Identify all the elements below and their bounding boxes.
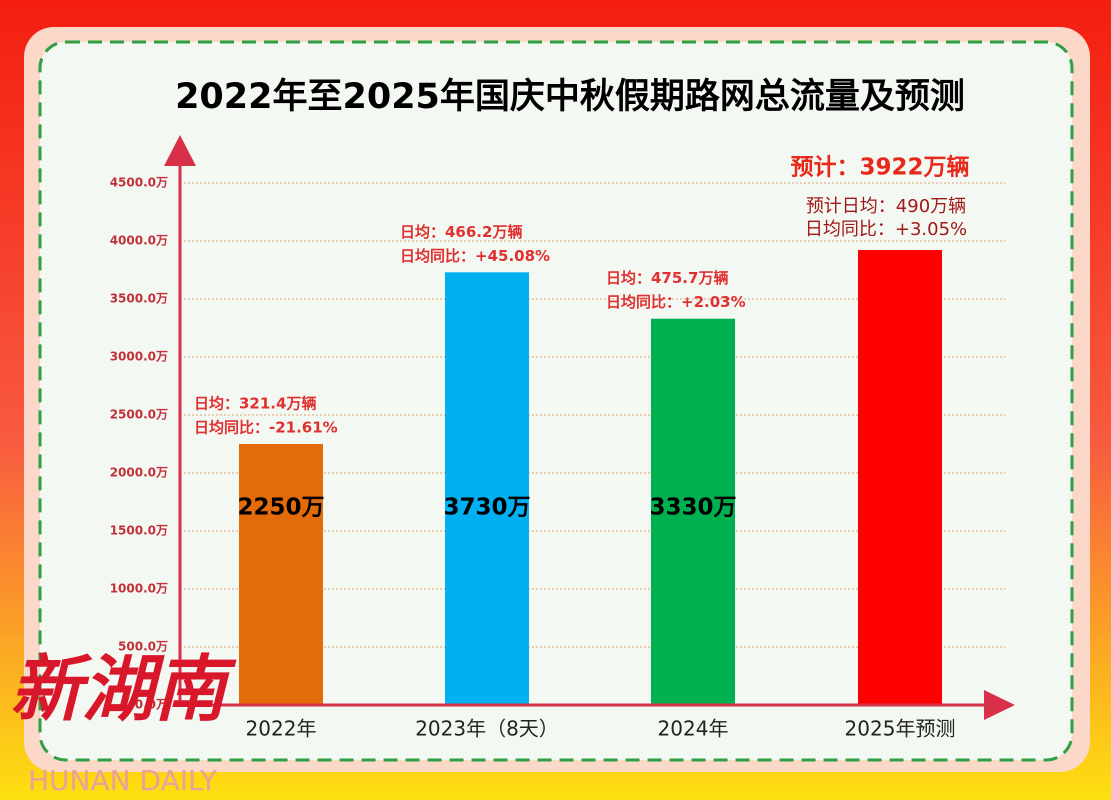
- annotation: 日均同比：+45.08%: [400, 247, 550, 265]
- y-tick-label: 2500.0万: [110, 408, 168, 422]
- y-tick-label: 0.0万: [135, 698, 168, 712]
- y-tick-label: 2000.0万: [110, 466, 168, 480]
- bar: [858, 250, 942, 705]
- value-label: 3330万: [649, 495, 736, 521]
- annotation: 日均同比：-21.61%: [194, 419, 338, 437]
- chart-title: 2022年至2025年国庆中秋假期路网总流量及预测: [175, 77, 965, 117]
- annotation: 预计日均：490万辆: [806, 196, 966, 217]
- y-tick-label: 3500.0万: [110, 292, 168, 306]
- bar: [445, 272, 529, 705]
- x-tick-label: 2025年预测: [845, 717, 956, 741]
- value-label: 2250万: [237, 495, 324, 521]
- y-tick-label: 500.0万: [118, 640, 168, 654]
- logo-subtitle: HUNAN DAILY: [28, 764, 218, 797]
- bar: [239, 444, 323, 705]
- annotation: 日均：466.2万辆: [400, 223, 522, 241]
- logo: 新湖南: [10, 646, 237, 731]
- y-tick-label: 4500.0万: [110, 176, 168, 190]
- value-label: 3730万: [443, 495, 530, 521]
- x-tick-label: 2024年: [658, 717, 729, 741]
- y-axis-arrow: [164, 135, 196, 166]
- y-tick-label: 4000.0万: [110, 234, 168, 248]
- x-axis-arrow: [984, 690, 1015, 720]
- annotation: 日均：475.7万辆: [606, 269, 728, 287]
- annotation: 日均：321.4万辆: [194, 395, 316, 413]
- x-tick-label: 2023年（8天）: [415, 717, 559, 741]
- x-tick-label: 2022年: [246, 717, 317, 741]
- annotation: 日均同比：+2.03%: [606, 293, 746, 311]
- value-label: 预计：3922万辆: [790, 155, 969, 181]
- annotation: 日均同比：+3.05%: [805, 219, 967, 240]
- y-tick-label: 1500.0万: [110, 524, 168, 538]
- y-tick-label: 1000.0万: [110, 582, 168, 596]
- y-tick-label: 3000.0万: [110, 350, 168, 364]
- bar: [651, 318, 735, 705]
